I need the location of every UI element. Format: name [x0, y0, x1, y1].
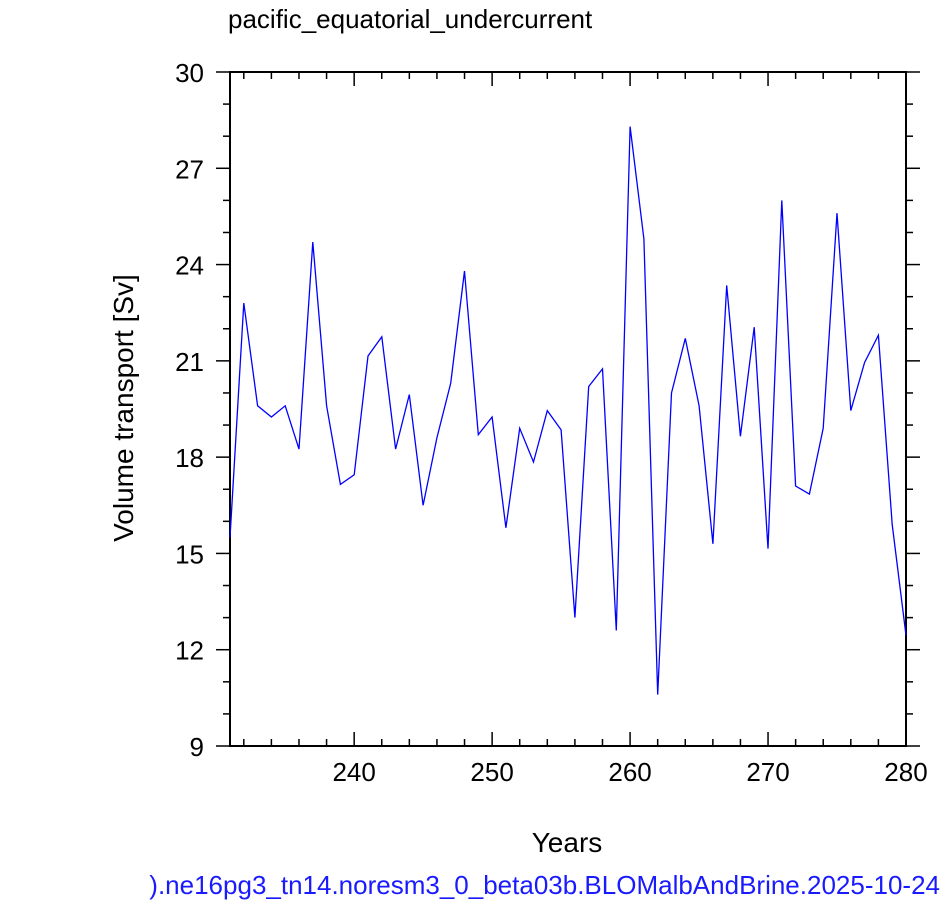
data-point [519, 427, 521, 429]
data-point [795, 485, 797, 487]
data-point [229, 536, 231, 538]
data-point [712, 543, 714, 545]
data-point [643, 238, 645, 240]
data-point [408, 394, 410, 396]
data-point [877, 334, 879, 336]
data-point [505, 527, 507, 529]
data-point [588, 386, 590, 388]
y-axis-label: Volume transport [Sv] [108, 274, 139, 542]
y-tick-label: 18 [175, 443, 204, 473]
data-point [450, 382, 452, 384]
data-point [698, 405, 700, 407]
plot-border [229, 71, 907, 747]
data-point [312, 241, 314, 243]
data-point [298, 448, 300, 450]
data-point [422, 504, 424, 506]
data-point [533, 461, 535, 463]
x-tick-label: 260 [608, 757, 651, 787]
data-point [891, 524, 893, 526]
caption-text: ).ne16pg3_tn14.noresm3_0_beta03b.BLOMalb… [149, 870, 940, 900]
x-tick-label: 240 [332, 757, 375, 787]
y-tick-label: 12 [175, 636, 204, 666]
y-tick-label: 9 [190, 732, 204, 762]
y-tick-label: 21 [175, 347, 204, 377]
data-point [657, 694, 659, 696]
data-point [546, 410, 548, 412]
data-point [767, 548, 769, 550]
y-tick-label: 27 [175, 154, 204, 184]
data-point [477, 434, 479, 436]
data-point [670, 392, 672, 394]
axis-tick-labels: 240 250 260 270 280 30 27 24 21 18 15 12 9 [175, 58, 928, 787]
x-tick-label: 250 [470, 757, 513, 787]
data-point [684, 337, 686, 339]
data-point [574, 617, 576, 619]
data-point [615, 629, 617, 631]
data-point [726, 284, 728, 286]
data-point [436, 437, 438, 439]
data-point [464, 270, 466, 272]
run-identifier-caption: ).ne16pg3_tn14.noresm3_0_beta03b.BLOMalb… [0, 868, 944, 908]
data-point [905, 634, 907, 636]
y-tick-label: 15 [175, 539, 204, 569]
data-point [850, 410, 852, 412]
chart-title: pacific_equatorial_undercurrent [228, 4, 593, 34]
x-tick-label: 280 [884, 757, 927, 787]
data-point [864, 361, 866, 363]
data-point [395, 448, 397, 450]
y-tick-label: 24 [175, 251, 204, 281]
data-point [491, 416, 493, 418]
data-point [326, 405, 328, 407]
plot-frame [229, 71, 907, 747]
data-point [257, 405, 259, 407]
x-tick-label: 270 [746, 757, 789, 787]
data-points [229, 126, 907, 696]
data-point [753, 326, 755, 328]
x-axis-label: Years [532, 827, 603, 858]
data-point [822, 427, 824, 429]
data-point [243, 302, 245, 304]
data-point [739, 435, 741, 437]
data-point [270, 416, 272, 418]
data-point [629, 126, 631, 128]
data-point [284, 405, 286, 407]
data-point [836, 212, 838, 214]
data-point [367, 355, 369, 357]
y-tick-label: 30 [175, 58, 204, 88]
data-point [339, 483, 341, 485]
data-point [601, 368, 603, 370]
data-point [381, 336, 383, 338]
axis-ticks [216, 71, 920, 747]
data-point [353, 474, 355, 476]
series-line [229, 126, 907, 695]
data-point [560, 429, 562, 431]
data-point [781, 199, 783, 201]
data-point [808, 493, 810, 495]
